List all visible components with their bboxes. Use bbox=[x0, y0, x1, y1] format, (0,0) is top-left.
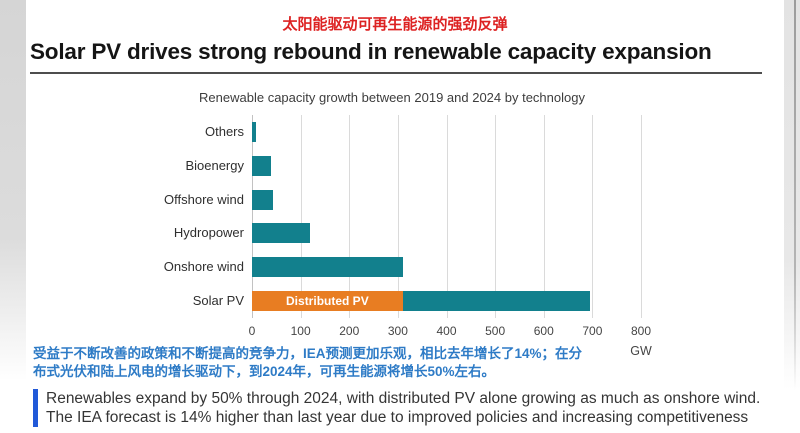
summary-callout: Renewables expand by 50% through 2024, w… bbox=[33, 389, 791, 427]
page-edge-right-line bbox=[794, 0, 796, 390]
category-label-hydropower: Hydropower bbox=[173, 225, 244, 241]
chinese-annotation-line-1: 受益于不断改善的政策和不断提高的竞争力，IEA预测更加乐观，相比去年增长了14%… bbox=[33, 346, 583, 361]
gridline-200 bbox=[349, 115, 351, 318]
chinese-annotation: 受益于不断改善的政策和不断提高的竞争力，IEA预测更加乐观，相比去年增长了14%… bbox=[33, 345, 633, 380]
bar-segment-bioenergy bbox=[252, 155, 272, 176]
x-tick-label-500: 500 bbox=[485, 324, 506, 338]
x-tick-label-100: 100 bbox=[290, 324, 311, 338]
x-tick-label-800: 800 bbox=[630, 324, 652, 338]
page-title: Solar PV drives strong rebound in renewa… bbox=[30, 39, 712, 64]
x-tick-label-300: 300 bbox=[387, 324, 408, 338]
gridline-500 bbox=[495, 115, 497, 318]
segment-label-distributed-pv: Distributed PV bbox=[286, 294, 369, 309]
chinese-annotation-line-2: 布式光伏和陆上风电的增长驱动下，到2024年，可再生能源将增长50%左右。 bbox=[33, 363, 496, 379]
category-label-solar-pv: Solar PV bbox=[192, 293, 244, 309]
category-label-offshore-wind: Offshore wind bbox=[164, 191, 244, 207]
bar-segment-offshore-wind bbox=[252, 189, 273, 210]
bar-chart-plot-area: Distributed PV bbox=[252, 115, 642, 318]
x-tick-label-700: 700 bbox=[582, 324, 603, 338]
x-tick-label-0: 0 bbox=[248, 324, 256, 338]
gridline-100 bbox=[300, 115, 302, 318]
x-tick-label-200: 200 bbox=[339, 324, 360, 338]
bar-segment-solar-pv-distributed-pv: Distributed PV bbox=[252, 291, 403, 312]
page-edge-right bbox=[784, 0, 800, 433]
gridline-600 bbox=[543, 115, 545, 318]
category-label-bioenergy: Bioenergy bbox=[185, 157, 244, 173]
bar-segment-hydropower bbox=[252, 223, 311, 244]
gridline-300 bbox=[397, 115, 399, 318]
page-edge-left bbox=[0, 0, 26, 433]
bar-segment-solar-pv bbox=[402, 291, 590, 312]
x-axis-unit-label: GW bbox=[630, 344, 652, 358]
bar-segment-others bbox=[252, 121, 256, 142]
summary-line-2: The IEA forecast is 14% higher than last… bbox=[46, 409, 749, 426]
gridline-700 bbox=[592, 115, 594, 318]
title-divider bbox=[30, 72, 762, 74]
gridline-800 bbox=[641, 115, 642, 318]
bar-segment-onshore-wind bbox=[252, 257, 403, 278]
gridline-400 bbox=[446, 115, 448, 318]
gridline-0 bbox=[252, 115, 253, 318]
category-label-others: Others bbox=[204, 123, 244, 139]
chinese-subtitle: 太阳能驱动可再生能源的强劲反弹 bbox=[282, 16, 508, 33]
category-label-onshore-wind: Onshore wind bbox=[163, 259, 244, 275]
x-tick-label-400: 400 bbox=[436, 324, 457, 338]
chart-title: Renewable capacity growth between 2019 a… bbox=[199, 90, 585, 105]
x-tick-label-600: 600 bbox=[533, 324, 554, 338]
summary-line-1: Renewables expand by 50% through 2024, w… bbox=[46, 390, 761, 407]
